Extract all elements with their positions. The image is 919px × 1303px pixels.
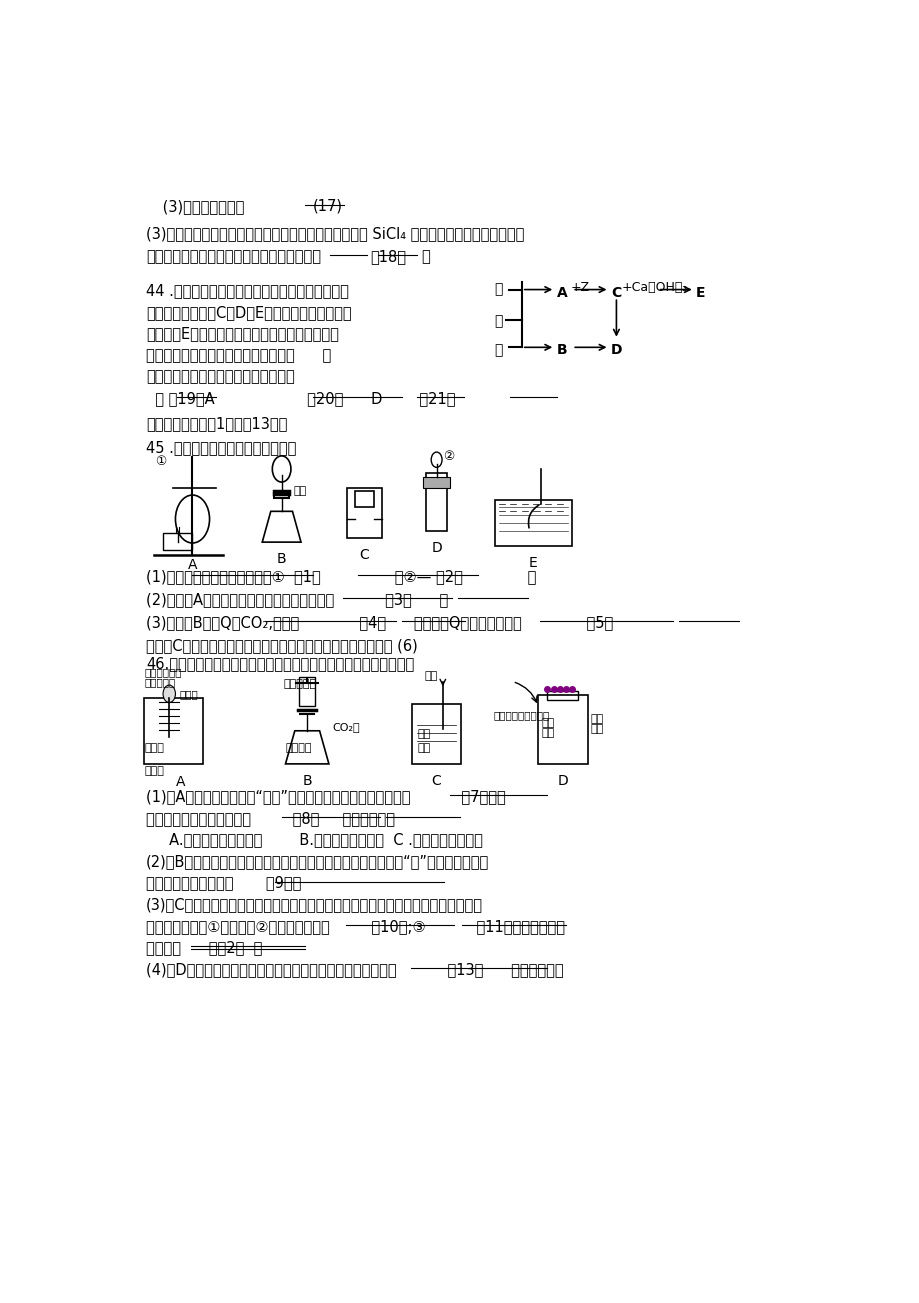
Text: B: B (556, 344, 567, 357)
Text: 浓石灰水: 浓石灰水 (285, 743, 312, 753)
Text: (17): (17) (312, 199, 342, 214)
Text: 中涉及的化学方程式为       （9）。: 中涉及的化学方程式为 （9）。 (146, 876, 301, 890)
Bar (494, 500, 572, 546)
Text: （18）: （18） (370, 249, 406, 263)
Text: 45 .根据下列实验装置图回答问题。: 45 .根据下列实验装置图回答问题。 (146, 439, 296, 455)
Text: 同时生成氯化氢气体。该反应的化学方程式为: 同时生成氯化氢气体。该反应的化学方程式为 (146, 249, 321, 263)
Circle shape (163, 685, 176, 702)
Text: A: A (187, 558, 197, 572)
Text: 。: 。 (421, 249, 429, 263)
Text: 甲 （19）A                    （20）      D        （21）: 甲 （19）A （20） D （21） (146, 391, 455, 407)
Text: 试推断下列物质，写出它们的化学式。: 试推断下列物质，写出它们的化学式。 (146, 370, 294, 384)
Text: 丙: 丙 (494, 344, 503, 357)
Bar (143, 698, 202, 764)
Text: A: A (176, 775, 186, 790)
Text: (3)图C所示实验，通过导管向热水中通入氧气时，白磷在水下燃烧，这实验说明燃烧: (3)图C所示实验，通过导管向热水中通入氧气时，白磷在水下燃烧，这实验说明燃烧 (146, 896, 482, 912)
Bar (355, 490, 373, 507)
Text: 需要的条件为：①可燃物；②达到燃烧需要的         （10）;③           （11），反应的化学: 需要的条件为：①可燃物；②达到燃烧需要的 （10）;③ （11），反应的化学 (146, 919, 564, 934)
Text: 该实验中没有涉及的性质是         （8）     （填字母）。: 该实验中没有涉及的性质是 （8） （填字母）。 (146, 810, 394, 826)
Text: 三、实验题（每空1分，共13分）: 三、实验题（每空1分，共13分） (146, 417, 287, 431)
Text: 氧气: 氧气 (425, 671, 437, 681)
Text: ②: ② (442, 451, 454, 464)
Text: 化碳: 化碳 (589, 724, 603, 734)
Text: D: D (557, 774, 568, 788)
Bar (425, 473, 447, 530)
Text: E: E (528, 556, 538, 569)
Text: C: C (359, 549, 369, 563)
Bar (412, 704, 461, 764)
Text: (3)高温煽烧石灰石: (3)高温煽烧石灰石 (157, 199, 244, 214)
Bar (163, 533, 192, 550)
Text: 化关系如下图所示（部分产物已略去）      ：: 化关系如下图所示（部分产物已略去） ： (146, 348, 331, 364)
Bar (347, 489, 381, 538)
Text: B: B (277, 552, 286, 566)
Text: 的脱脂棉团: 的脱脂棉团 (144, 678, 176, 688)
Bar (299, 676, 314, 706)
Text: B: B (302, 774, 312, 788)
Text: D: D (610, 344, 622, 357)
Text: CO₂气: CO₂气 (332, 722, 359, 731)
Text: 二氧: 二氧 (540, 718, 554, 727)
Text: 热水: 热水 (417, 730, 430, 739)
Text: 方程式为      （（2）  。: 方程式为 （（2） 。 (146, 941, 262, 955)
Text: +Ca（OH）₂: +Ca（OH）₂ (621, 281, 687, 294)
Text: 白磷: 白磷 (417, 743, 430, 753)
Text: (2)图B所示实验，将注射器中浓石灰水注入瓶中，会看到鸡荷被“吸”入瓶中，该实验: (2)图B所示实验，将注射器中浓石灰水注入瓶中，会看到鸡荷被“吸”入瓶中，该实验 (146, 853, 489, 869)
Text: (3)用装置B能制Q或CO₂,原因是             （4）      ，其中制Q的化学方程式为              （5）: (3)用装置B能制Q或CO₂,原因是 （4） ，其中制Q的化学方程式为 （5） (146, 615, 613, 631)
Text: C: C (610, 285, 620, 300)
Text: 物因含有E而受到酸雨的侵蚀。上述物质的相互转: 物因含有E而受到酸雨的侵蚀。上述物质的相互转 (146, 327, 338, 341)
Text: 用装置C能收集这两种气体，请写出其中一种气体验满的方法： (6): 用装置C能收集这两种气体，请写出其中一种气体验满的方法： (6) (146, 638, 417, 653)
Text: 化碳: 化碳 (540, 727, 554, 737)
Bar (547, 691, 578, 700)
Text: ①: ① (155, 455, 166, 468)
Text: A.氮分子是不断运动的        B.氮分子有一定质量  C .浓氨水具有挥发性: A.氮分子是不断运动的 B.氮分子有一定质量 C .浓氨水具有挥发性 (146, 833, 482, 847)
Text: D: D (431, 541, 441, 555)
Text: 没有酥酸试液: 没有酥酸试液 (144, 667, 182, 678)
Text: 大烧晶: 大烧晶 (144, 766, 165, 777)
Text: 乙: 乙 (494, 314, 503, 328)
Text: 44 .甲、乙、丙是三种单质，其中甲是固体；乙、: 44 .甲、乙、丙是三种单质，其中甲是固体；乙、 (146, 284, 348, 298)
Text: (2)用装置A能制氧气，该反应的化学方程式为           （3）      。: (2)用装置A能制氧气，该反应的化学方程式为 （3） 。 (146, 592, 448, 607)
Text: 甲: 甲 (494, 281, 503, 296)
Text: (1)图A所示实验可观察到“铁树”上没有酥质试液的棉团由白色变           （7）色，: (1)图A所示实验可观察到“铁树”上没有酥质试液的棉团由白色变 （7）色， (146, 790, 505, 804)
Text: 剖壳熟鸡蛋: 剖壳熟鸡蛋 (284, 679, 317, 689)
Text: 细棉丝: 细棉丝 (179, 689, 198, 700)
Text: 浓氨水: 浓氨水 (144, 743, 165, 753)
Text: 丙是气体；ａ、ｂC、D、E都是化合物，很多建筑: 丙是气体；ａ、ｂC、D、E都是化合物，很多建筑 (146, 305, 351, 321)
Text: （喷水放入集气瓶）: （喷水放入集气瓶） (493, 710, 549, 721)
Text: E: E (696, 285, 705, 300)
Text: 46.科技节活动中，化学实验小组做了如下实验，请回答以下问题。: 46.科技节活动中，化学实验小组做了如下实验，请回答以下问题。 (146, 657, 414, 671)
Text: +Z: +Z (570, 281, 589, 294)
Text: (3)硅是信息技术的关键材料。高温下氢气与四氯化硅（ SiCl₄ ）反应可刻制得高纯度的硅，: (3)硅是信息技术的关键材料。高温下氢气与四氯化硅（ SiCl₄ ）反应可刻制得… (146, 225, 524, 241)
Text: (1)写出标有序号的件器名称：①  （1）                ，②— （2）              。: (1)写出标有序号的件器名称：① （1） ，②— （2） 。 (146, 569, 536, 584)
Text: C: C (431, 774, 441, 788)
Bar (423, 477, 449, 489)
Text: 二氧: 二氧 (589, 714, 603, 724)
Text: (4)图D所示实验观察到紫色小花变为红色，小花变红的原因是           （13）      （用化学方程: (4)图D所示实验观察到紫色小花变为红色，小花变红的原因是 （13） （用化学方… (146, 962, 563, 977)
Text: A: A (556, 285, 567, 300)
Text: 活塞: 活塞 (293, 486, 306, 496)
Bar (538, 694, 587, 764)
